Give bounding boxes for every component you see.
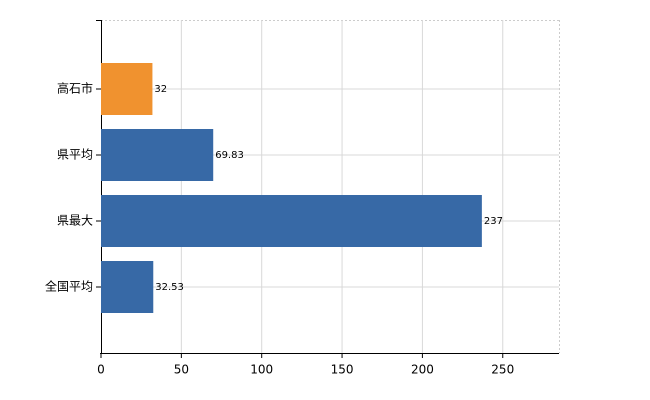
value-label: 32.53 <box>155 282 184 293</box>
value-label: 69.83 <box>215 150 244 161</box>
bar <box>101 129 214 181</box>
bar <box>101 195 482 247</box>
x-tick-label: 50 <box>174 363 189 377</box>
x-tick-label: 100 <box>250 363 273 377</box>
y-tick-label: 全国平均 <box>45 279 93 294</box>
y-tick-label: 県平均 <box>57 148 93 162</box>
value-label: 237 <box>484 216 503 227</box>
x-tick-label: 0 <box>97 363 105 377</box>
x-tick-label: 150 <box>331 363 354 377</box>
value-label: 32 <box>154 84 167 95</box>
y-tick-label: 高石市 <box>57 81 93 96</box>
bar <box>101 261 154 313</box>
x-tick-label: 250 <box>491 363 514 377</box>
bar <box>101 63 153 115</box>
x-tick-label: 200 <box>411 363 434 377</box>
y-tick-label: 県最大 <box>57 214 93 228</box>
